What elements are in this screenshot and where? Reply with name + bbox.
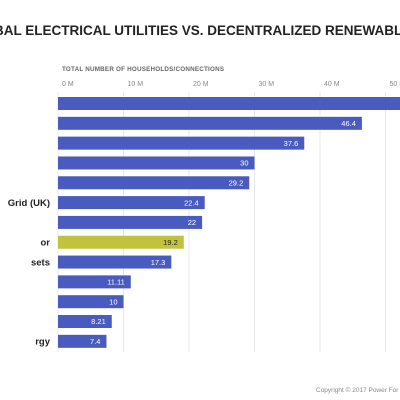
bar bbox=[58, 275, 131, 289]
bar-value-label: 17.3 bbox=[151, 258, 166, 267]
x-tick-label: 40 M bbox=[324, 81, 340, 88]
bar bbox=[58, 176, 250, 190]
chart-title: BAL ELECTRICAL UTILITIES VS. DECENTRALIZ… bbox=[0, 23, 400, 38]
bar bbox=[58, 196, 205, 210]
x-tick-label: 50 M bbox=[390, 81, 400, 88]
copyright-text: Copyright © 2017 Power For All bbox=[316, 386, 400, 394]
x-tick-label: 10 M bbox=[128, 81, 144, 88]
category-label: or bbox=[41, 238, 51, 249]
category-labels: Grid (UK) or sets rgy bbox=[8, 198, 51, 348]
x-axis-title: TOTAL NUMBER OF HOUSEHOLDS/CONNECTIONS bbox=[62, 66, 224, 73]
bar-value-label: 46.4 bbox=[341, 119, 356, 128]
bar-value-label: 19.2 bbox=[163, 238, 178, 247]
bar bbox=[58, 315, 112, 329]
bars bbox=[58, 97, 400, 348]
bar bbox=[58, 97, 400, 110]
bar bbox=[58, 255, 172, 269]
bar-value-label: 37.6 bbox=[284, 139, 299, 148]
x-tick-label: 20 M bbox=[193, 81, 209, 88]
bar bbox=[58, 295, 124, 309]
bar bbox=[58, 334, 107, 348]
category-label: sets bbox=[31, 257, 50, 268]
bar-value-label: 30 bbox=[240, 159, 248, 168]
bar-value-label: 8.21 bbox=[91, 317, 106, 326]
category-label: rgy bbox=[35, 337, 51, 348]
category-label: Grid (UK) bbox=[8, 198, 50, 209]
x-tick-label: 0 M bbox=[62, 81, 74, 88]
bar bbox=[58, 215, 203, 229]
bar bbox=[58, 235, 184, 249]
bar-value-label: 7.4 bbox=[90, 337, 100, 346]
bar-value-label: 10 bbox=[109, 297, 117, 306]
bar bbox=[58, 156, 255, 170]
bar-value-label: 22 bbox=[188, 218, 196, 227]
bar-value-label: 22.4 bbox=[184, 198, 199, 207]
bar-value-label: 11.11 bbox=[107, 278, 125, 287]
x-axis-ticks: 0 M 10 M 20 M 30 M 40 M 50 M bbox=[62, 81, 400, 88]
bar bbox=[58, 116, 362, 130]
x-tick-label: 30 M bbox=[259, 81, 275, 88]
value-labels: 46.4 37.6 30 29.2 22.4 22 19.2 17.3 11.11 10 8.21 7… bbox=[90, 119, 356, 346]
bar bbox=[58, 136, 305, 150]
bar-value-label: 29.2 bbox=[229, 178, 244, 187]
